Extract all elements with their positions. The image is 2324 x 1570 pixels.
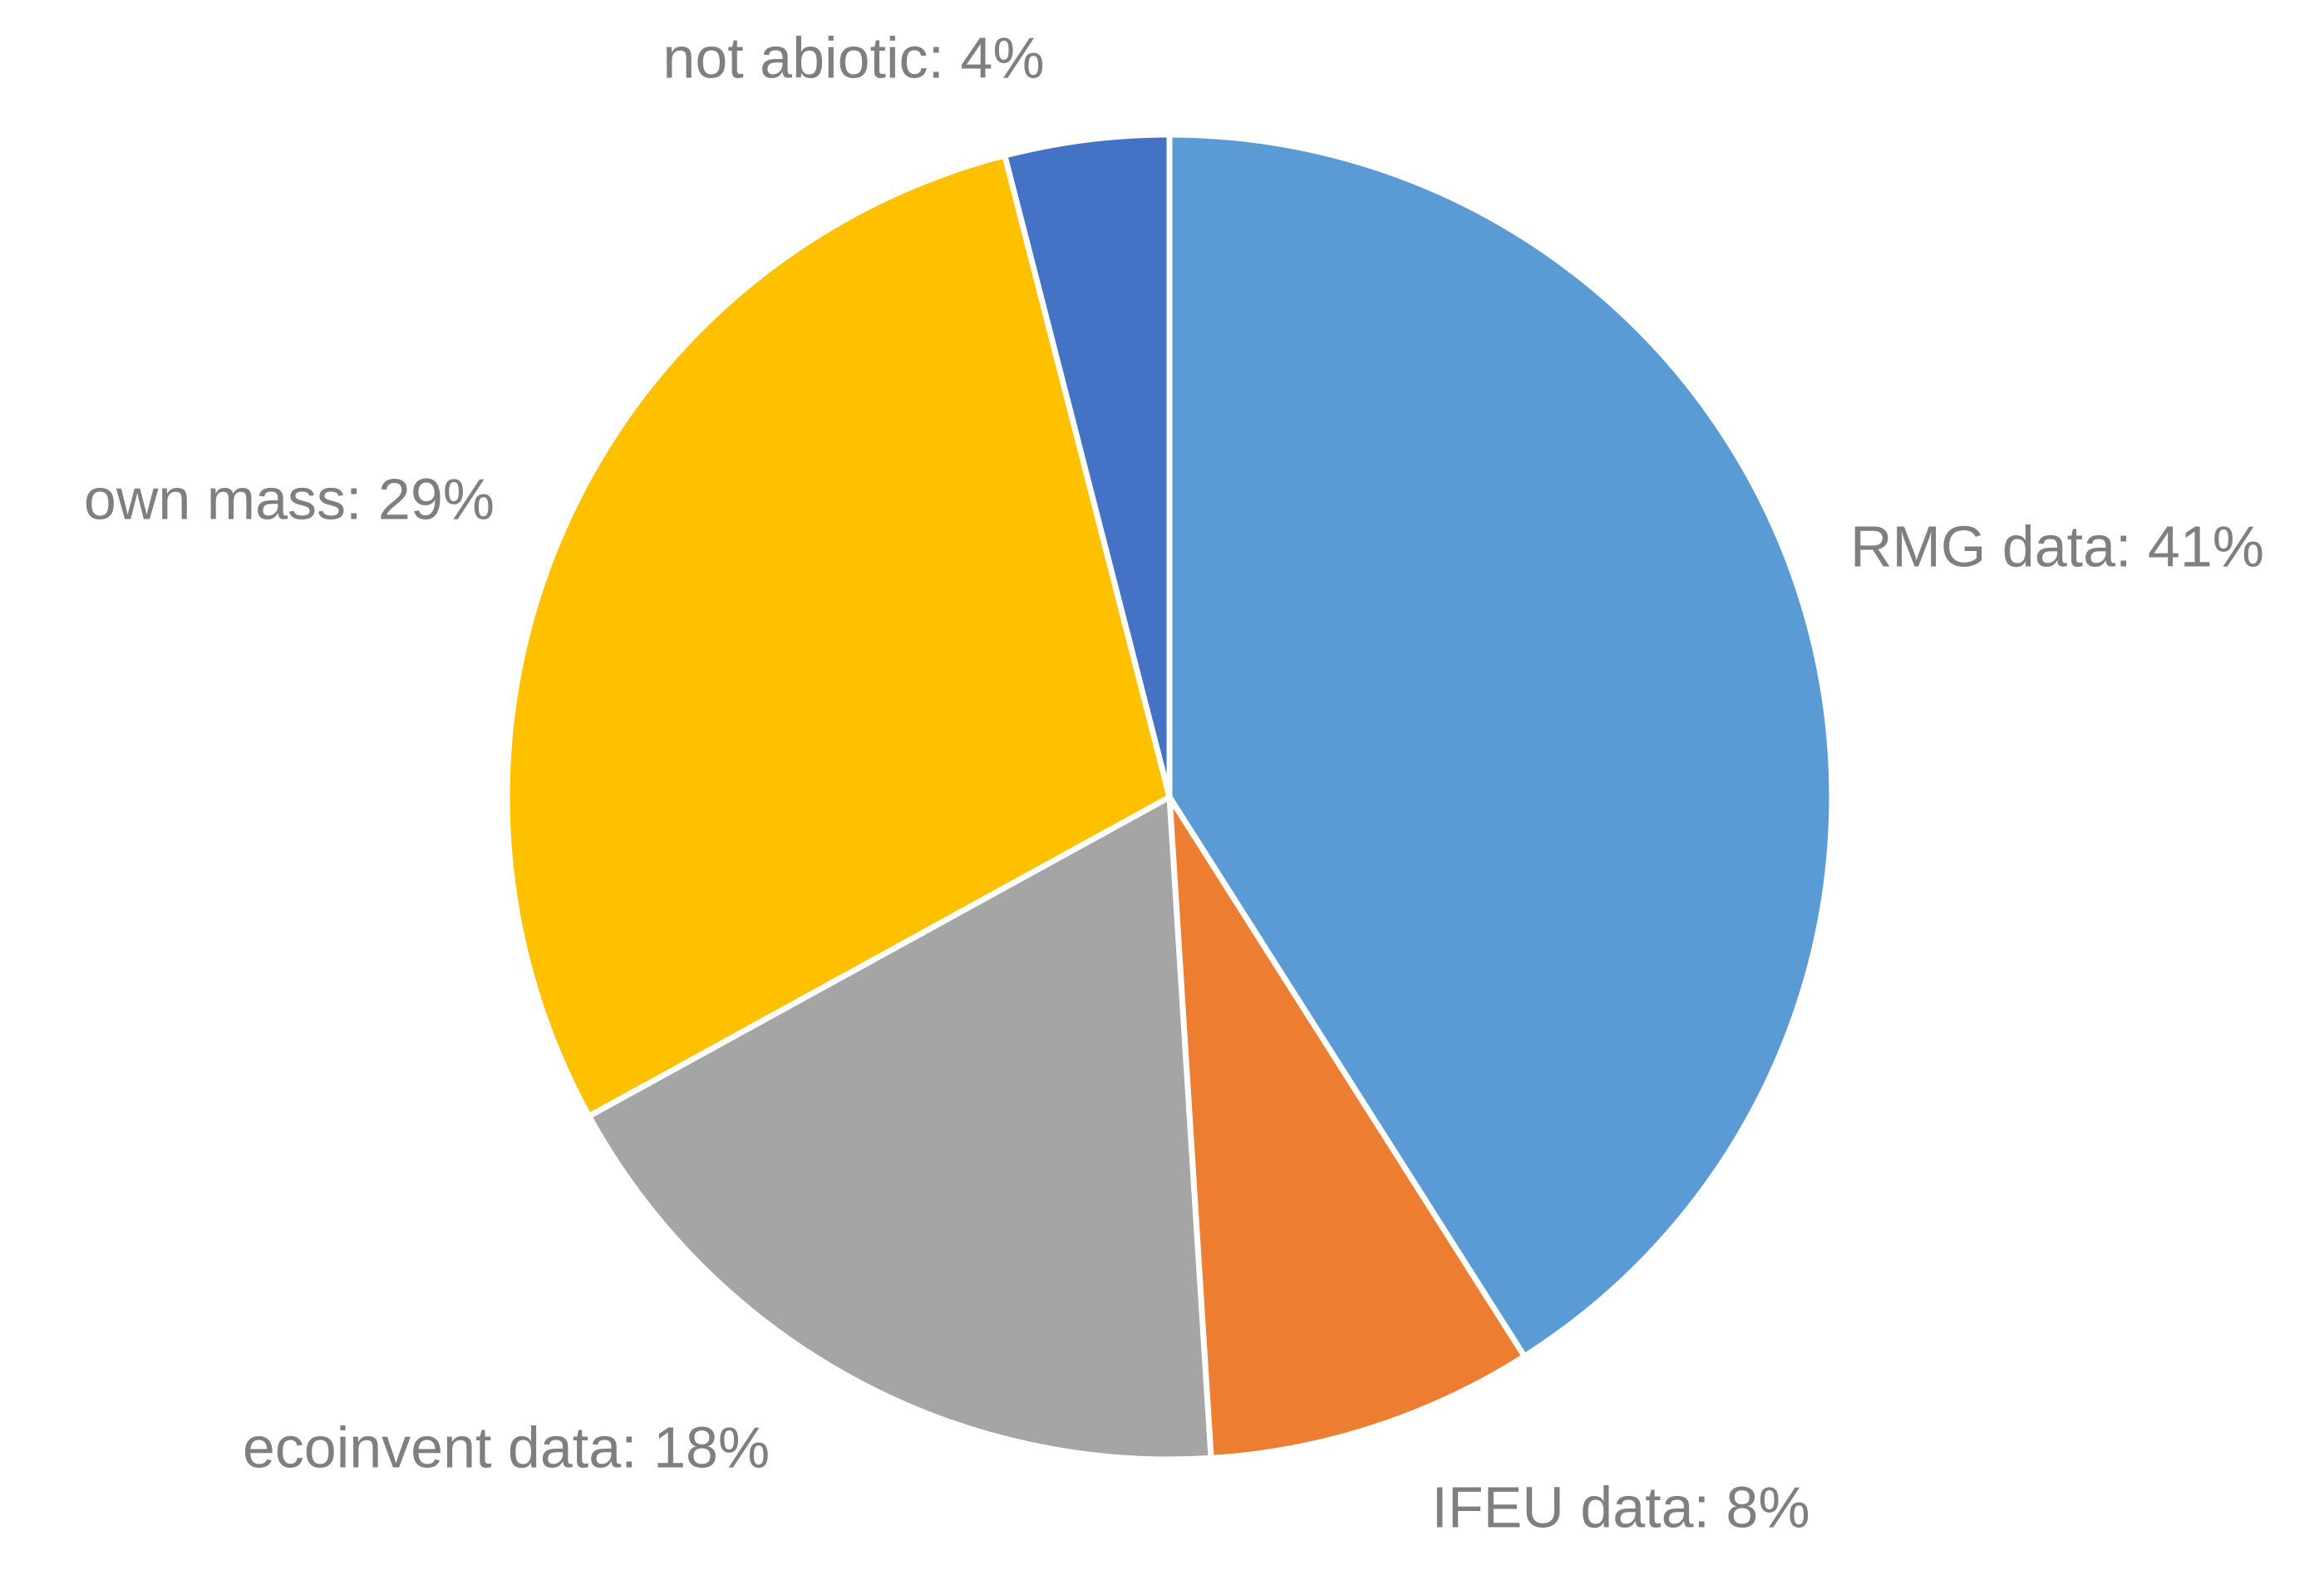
pie-slice <box>504 152 1173 1120</box>
pie-slice <box>1002 131 1173 800</box>
data-label: not abiotic: 4% <box>662 25 1044 90</box>
pie-slice <box>1166 794 1528 1461</box>
pie-slice <box>586 794 1214 1463</box>
data-label: ecoinvent data: 18% <box>243 1415 770 1479</box>
data-label: RMG data: 41% <box>1850 514 2264 578</box>
data-label: own mass: 29% <box>84 466 495 531</box>
pie-slice <box>1166 131 1835 1360</box>
data-label: IFEU data: 8% <box>1431 1474 1809 1539</box>
